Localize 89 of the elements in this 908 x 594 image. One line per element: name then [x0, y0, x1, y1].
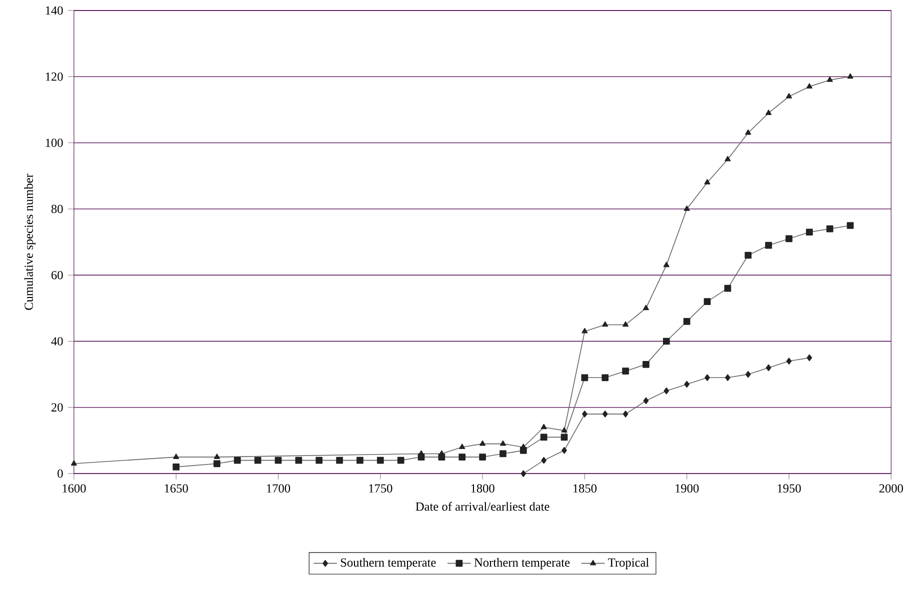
x-tick-label: 2000 — [879, 484, 903, 492]
point — [356, 456, 364, 464]
point — [724, 156, 731, 162]
point — [766, 110, 772, 115]
point — [744, 252, 752, 259]
x-axis-title: Date of arrival/earliest date — [416, 502, 550, 511]
point — [847, 73, 854, 78]
point — [643, 397, 649, 404]
point — [397, 456, 404, 464]
point — [480, 440, 486, 446]
point — [70, 460, 77, 466]
point — [786, 92, 792, 98]
point — [806, 83, 812, 88]
y-tick-label: 0 — [58, 469, 63, 478]
point — [458, 454, 466, 460]
y-tick-label: 140 — [46, 6, 63, 15]
y-tick-label: 40 — [51, 337, 63, 346]
legend-label: Southern temperate — [340, 558, 436, 570]
point — [622, 368, 629, 374]
point — [745, 370, 751, 378]
point — [765, 242, 772, 249]
x-tick-label: 1900 — [676, 484, 699, 492]
point — [766, 364, 772, 372]
point — [642, 304, 649, 310]
legend-label: Northern temperate — [474, 558, 570, 570]
point — [214, 460, 220, 467]
point — [500, 440, 506, 446]
point — [602, 374, 609, 381]
x-tick-label: 1750 — [369, 484, 392, 492]
point — [254, 456, 262, 464]
point — [562, 446, 567, 454]
y-tick-label: 60 — [52, 270, 63, 280]
y-tick-label: 80 — [51, 204, 63, 214]
point — [826, 76, 833, 82]
point — [684, 380, 690, 388]
point — [541, 456, 546, 464]
point — [602, 321, 608, 327]
y-tick-label: 100 — [46, 138, 63, 147]
point — [540, 434, 548, 441]
point — [846, 222, 854, 229]
point — [581, 374, 588, 381]
point — [663, 262, 670, 268]
point — [806, 354, 812, 362]
point — [234, 456, 241, 464]
legend-label: Tropical — [608, 558, 649, 570]
point — [500, 450, 506, 458]
point — [745, 129, 752, 135]
point — [336, 456, 343, 464]
point — [316, 456, 323, 464]
point — [520, 470, 526, 477]
point — [704, 374, 710, 381]
x-tick-label: 1950 — [778, 484, 801, 492]
point — [664, 387, 670, 394]
point — [173, 454, 180, 459]
point — [274, 456, 282, 464]
point — [172, 463, 180, 470]
point — [683, 318, 690, 325]
point — [725, 374, 730, 381]
x-tick-label: 1600 — [62, 484, 86, 492]
point — [704, 298, 711, 305]
point — [622, 321, 629, 327]
point — [602, 410, 608, 418]
point — [582, 410, 588, 418]
point — [582, 328, 588, 334]
point — [786, 358, 792, 364]
x-tick-label: 1650 — [164, 484, 188, 492]
point — [806, 228, 813, 236]
point — [724, 284, 732, 292]
x-tick-label: 1700 — [267, 484, 290, 492]
y-axis-title: Cumulative species number — [24, 174, 36, 310]
point — [540, 424, 547, 430]
point — [684, 205, 690, 211]
y-tick-label: 120 — [46, 72, 63, 81]
point — [295, 456, 302, 464]
point — [459, 444, 466, 449]
point — [642, 360, 650, 368]
y-tick-label: 20 — [52, 403, 63, 412]
point — [786, 235, 792, 242]
point — [662, 338, 670, 345]
point — [704, 178, 710, 184]
x-tick-label: 1850 — [573, 484, 597, 492]
point — [561, 427, 568, 432]
point — [622, 410, 628, 418]
point — [560, 434, 568, 441]
point — [826, 225, 834, 232]
x-tick-label: 1800 — [471, 484, 494, 492]
point — [214, 454, 220, 459]
point — [479, 454, 486, 460]
point — [376, 456, 384, 464]
